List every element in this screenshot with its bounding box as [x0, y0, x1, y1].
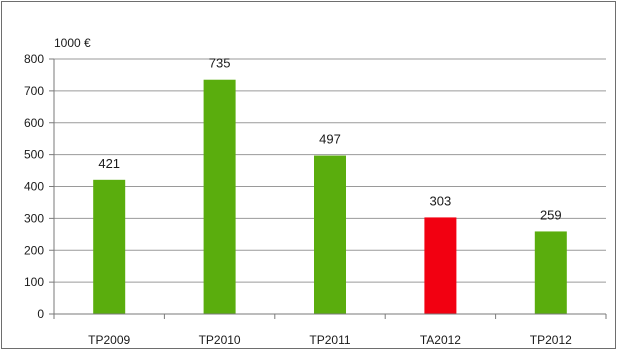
bar-tp2010 [203, 79, 236, 314]
x-tick-label: TA2012 [420, 333, 461, 347]
x-tick-label: TP2012 [530, 333, 572, 347]
y-tick-label: 800 [24, 52, 44, 66]
data-label: 735 [209, 56, 231, 71]
y-tick-label: 0 [37, 307, 44, 321]
y-tick-label: 500 [24, 148, 44, 162]
y-tick-label: 600 [24, 116, 44, 130]
data-labels: 421 735 497 303 259 [98, 56, 561, 223]
y-tick-label: 700 [24, 84, 44, 98]
x-axis: TP2009 TP2010 TP2011 TA2012 TP2012 [53, 313, 607, 347]
x-tick-label: TP2011 [309, 333, 350, 347]
unit-label: 1000 € [54, 36, 91, 50]
y-tick-label: 300 [24, 211, 44, 225]
x-tick-label: TP2010 [199, 333, 241, 347]
x-tick-label: TP2009 [88, 333, 130, 347]
bar-tp2011 [314, 155, 346, 314]
bar-tp2009 [93, 179, 126, 314]
y-tick-label: 100 [24, 275, 44, 289]
data-label: 421 [98, 156, 120, 171]
data-label: 259 [540, 207, 562, 222]
data-label: 303 [430, 193, 452, 208]
y-axis: 0 100 200 300 400 500 600 700 800 [24, 52, 55, 321]
y-tick-label: 400 [24, 180, 44, 194]
data-label: 497 [319, 132, 341, 147]
y-tick-label: 200 [24, 243, 44, 257]
bar-tp2012 [534, 231, 567, 314]
gridlines [54, 58, 606, 283]
bars [93, 79, 567, 314]
bar-ta2012 [424, 217, 457, 314]
